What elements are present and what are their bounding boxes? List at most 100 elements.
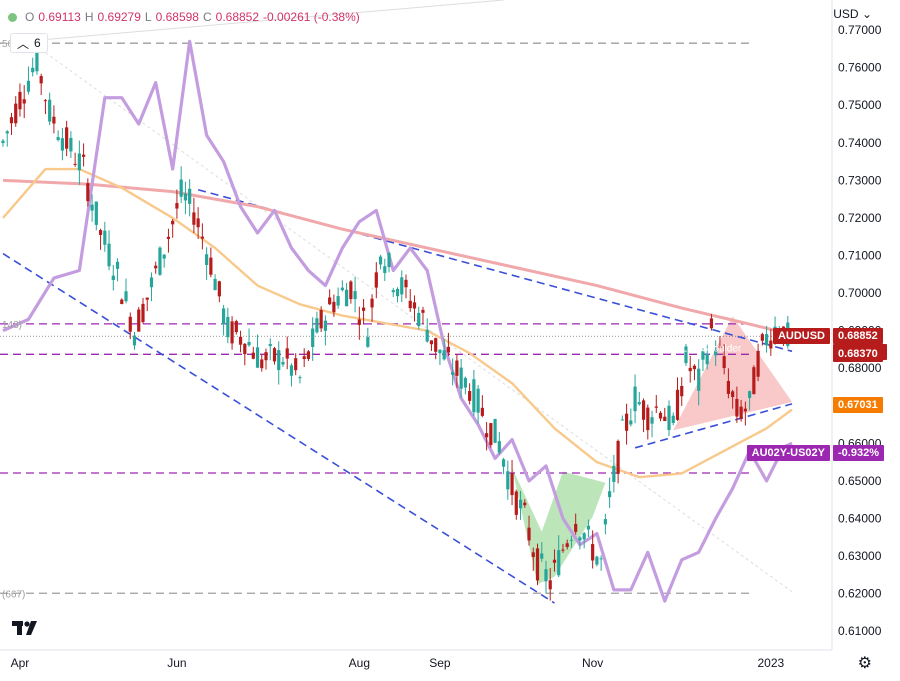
candle-body [476, 388, 480, 413]
candle-body [111, 275, 115, 281]
candle-body [90, 204, 94, 211]
x-tick-label: Sep [429, 656, 451, 670]
trend-line [197, 188, 793, 353]
candle-body [205, 254, 209, 266]
candle-body [332, 301, 336, 313]
candle-body [272, 348, 277, 362]
symbol-tag: AUDUSD [772, 328, 830, 345]
candle-body [756, 350, 760, 377]
y-tick-label: 0.65000 [838, 474, 882, 488]
candle-body [671, 415, 675, 423]
candle-body [378, 256, 383, 265]
candle-body [438, 349, 442, 354]
candle-body [421, 309, 425, 313]
currency-selector[interactable]: USD ⌄ [833, 7, 872, 21]
left-shoulder-zone [673, 316, 793, 431]
candle-body [366, 337, 370, 347]
candle-body [582, 533, 586, 540]
candle-body [162, 254, 166, 259]
candle-body [9, 117, 14, 124]
candle-body [226, 316, 230, 338]
candle-body [637, 402, 641, 405]
candle-body [548, 580, 552, 590]
candle-body [459, 367, 463, 389]
candle-body [175, 203, 179, 209]
candle-body [684, 346, 688, 364]
candle-body [599, 558, 603, 560]
y-tick-label: 0.61000 [838, 624, 882, 638]
left-edge-level-label: 143) [2, 320, 22, 331]
x-tick-label: 2023 [757, 656, 784, 670]
x-tick-label: Jun [167, 656, 186, 670]
candle-body [561, 549, 565, 551]
candle-body [349, 281, 353, 300]
high-label: H [84, 10, 94, 24]
candle-body [5, 131, 9, 134]
candle-body [624, 413, 629, 431]
faint-trend-line [2, 0, 504, 44]
gear-icon[interactable]: ⚙ [857, 655, 872, 672]
candle-body [188, 188, 192, 204]
candle-body [217, 281, 221, 297]
candle-body [238, 336, 243, 345]
yield-spread-line [2, 39, 793, 603]
price-tag: 0.68852 [833, 328, 883, 345]
candle-body [361, 307, 366, 311]
candle-body [641, 400, 646, 420]
candle-body [149, 277, 154, 288]
candle-body [748, 391, 752, 398]
candle-body [179, 179, 183, 197]
candle-body [395, 288, 400, 297]
candle-body [442, 350, 446, 360]
candle-body [485, 433, 489, 438]
candle-body [14, 103, 18, 124]
candle-body [506, 471, 510, 490]
y-tick-label: 0.73000 [838, 173, 882, 187]
candle-body [374, 272, 378, 288]
candle-body [166, 236, 171, 239]
candle-body [115, 261, 120, 269]
y-tick-label: 0.71000 [838, 248, 882, 262]
candle-body [501, 459, 506, 467]
candle-body [760, 334, 764, 341]
candle-body [183, 193, 188, 201]
y-tick-label: 0.77000 [838, 23, 882, 37]
candle-body [370, 298, 374, 308]
candle-body [586, 525, 591, 530]
candle-body [535, 548, 540, 581]
candle-body [404, 279, 408, 288]
candle-body [383, 266, 387, 273]
candle-body [65, 127, 69, 149]
candle-body [523, 502, 527, 506]
candle-body [234, 321, 238, 333]
open-label: O [25, 10, 35, 24]
candle-body [98, 230, 103, 235]
candle-body [120, 299, 124, 305]
candle-body [675, 389, 680, 420]
candle-body [654, 406, 658, 408]
moving-average-tag: 0.67031 [833, 396, 883, 413]
candle-body [544, 569, 548, 582]
candle-body [633, 386, 637, 412]
indicators-toggle-button[interactable]: ︿ 6 [10, 33, 48, 53]
candle-body [302, 356, 306, 360]
candle-body [35, 43, 39, 72]
indicator-count: 6 [34, 36, 41, 50]
candle-body [387, 253, 391, 268]
close-label: C [202, 10, 212, 24]
y-tick-label: 0.68000 [838, 361, 882, 375]
slow-moving-average-line [2, 178, 793, 336]
trend-line [2, 252, 555, 604]
candle-body [663, 416, 667, 422]
candle-body [764, 334, 769, 346]
candle-body [391, 290, 395, 293]
candle-body [124, 291, 128, 302]
y-tick-label: 0.62000 [838, 587, 882, 601]
spread-symbol-tag: AU02Y-US02Y [746, 444, 830, 461]
y-tick-label: 0.70000 [838, 286, 882, 300]
candle-body [200, 236, 204, 239]
candle-body [743, 408, 747, 412]
candle-body [514, 491, 518, 515]
candle-body [493, 418, 497, 443]
